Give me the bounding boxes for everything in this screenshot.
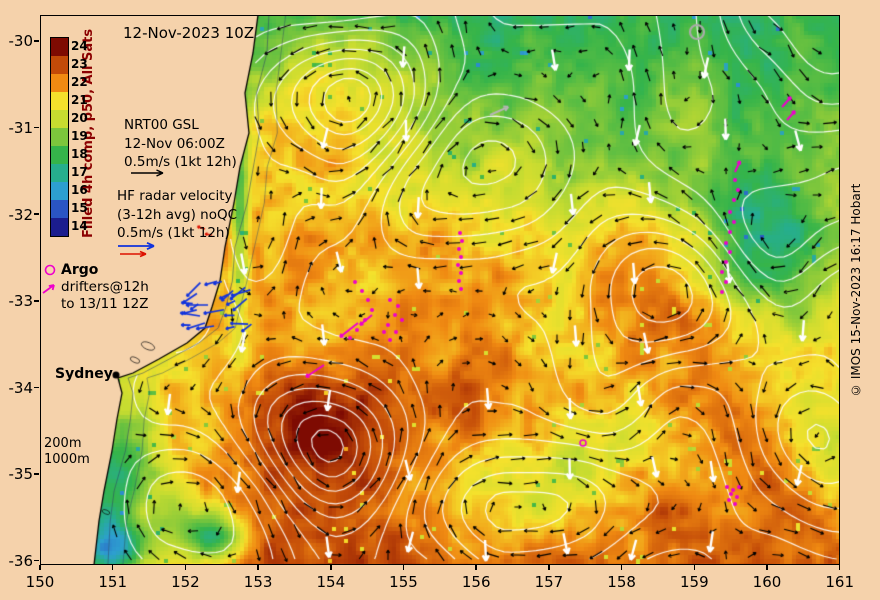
x-tick-label: 160 [752, 573, 782, 591]
y-tick-label: -31 [8, 119, 34, 138]
y-tick-mark [34, 559, 39, 562]
x-tick-label: 151 [98, 573, 128, 591]
x-tick-label: 156 [461, 573, 491, 591]
argo-marker-icon [44, 264, 56, 276]
x-tick-mark [111, 565, 114, 570]
colorbar-tick-label: 24 [71, 39, 88, 53]
y-tick-mark [34, 300, 39, 302]
x-tick-mark [548, 565, 550, 570]
argo-legend-label: Argo [61, 262, 99, 278]
depth-contour-label-200m: 200m [44, 436, 82, 451]
hf-radar-red-arrow-icon [120, 250, 147, 258]
y-tick-label: -32 [8, 205, 34, 224]
colorbar [50, 37, 69, 237]
hf-legend-line1: HF radar velocity [117, 188, 233, 204]
x-tick-label: 161 [825, 573, 855, 591]
hf-radar-blue-arrow-icon [118, 241, 155, 251]
colorbar-band [51, 218, 68, 236]
x-tick-mark [184, 565, 187, 570]
y-tick-label: -30 [8, 32, 34, 51]
gsl-legend-line3: 0.5m/s (1kt 12h) [124, 154, 237, 171]
x-tick-mark [330, 565, 332, 570]
colorbar-tick-label: 15 [71, 201, 88, 215]
x-tick-mark [39, 565, 41, 570]
x-tick-mark [475, 565, 477, 570]
x-tick-label: 153 [243, 573, 273, 591]
colorbar-tick-label: 16 [71, 183, 88, 197]
colorbar-tick-label: 20 [71, 111, 88, 125]
colorbar-band [51, 200, 68, 218]
x-tick-mark [838, 565, 841, 570]
colorbar-band [51, 56, 68, 74]
gsl-reference-arrow-icon [131, 169, 164, 177]
y-tick-mark [34, 473, 39, 475]
colorbar-band [51, 38, 68, 56]
x-tick-label: 155 [389, 573, 418, 591]
x-tick-mark [620, 565, 623, 570]
drifters-legend-line2: to 13/11 12Z [61, 296, 149, 312]
y-tick-mark [34, 386, 39, 389]
y-tick-mark [34, 126, 39, 129]
colorbar-tick-label: 22 [71, 75, 88, 89]
x-tick-label: 159 [679, 573, 709, 591]
hf-legend-line2: (3-12h avg) noQC [117, 206, 238, 223]
copyright-attribution: © IMOS 15-Nov-2023 16:17 Hobart [849, 183, 863, 397]
gsl-legend: NRT00 GSL 12-Nov 06:00Z 0.5m/s (1kt 12h) [124, 117, 237, 174]
sst-map-canvas [40, 15, 840, 565]
y-tick-mark [34, 40, 39, 42]
colorbar-tick-label: 14 [71, 219, 88, 233]
city-label-sydney: Sydney [55, 366, 113, 382]
y-tick-label: -34 [8, 378, 34, 397]
hf-legend-line3: 0.5m/s (1kt 12h) [117, 225, 230, 242]
x-tick-label: 158 [607, 573, 636, 591]
x-tick-mark [257, 565, 259, 570]
colorbar-band [51, 146, 68, 164]
y-tick-label: -33 [8, 292, 34, 311]
gsl-legend-line1: NRT00 GSL [124, 117, 199, 133]
colorbar-tick-label: 21 [71, 93, 88, 107]
colorbar-tick-label: 23 [71, 57, 88, 71]
y-tick-mark [34, 213, 39, 215]
x-tick-mark [693, 565, 696, 570]
x-tick-label: 154 [316, 573, 346, 591]
drifters-legend-line1: drifters@12h [61, 279, 149, 295]
colorbar-band [51, 128, 68, 146]
colorbar-band [51, 74, 68, 92]
y-tick-label: -35 [8, 465, 34, 484]
colorbar-tick-label: 19 [71, 129, 88, 143]
x-tick-label: 150 [25, 573, 55, 591]
x-tick-mark [766, 565, 768, 570]
colorbar-band [51, 92, 68, 110]
colorbar-band [51, 110, 68, 128]
colorbar-band [51, 182, 68, 200]
gsl-legend-line2: 12-Nov 06:00Z [124, 135, 225, 152]
map-date-label: 12-Nov-2023 10Z [123, 24, 255, 42]
colorbar-tick-label: 18 [71, 147, 88, 161]
colorbar-band [51, 164, 68, 182]
drifter-arrow-icon [42, 284, 55, 294]
y-tick-label: -36 [8, 552, 34, 571]
x-tick-label: 152 [171, 573, 200, 591]
x-tick-label: 157 [534, 573, 564, 591]
hf-radar-legend: HF radar velocity (3-12h avg) noQC 0.5m/… [117, 188, 238, 245]
colorbar-tick-label: 17 [71, 165, 88, 179]
x-tick-mark [402, 565, 405, 570]
depth-contour-label-1000m: 1000m [44, 452, 90, 467]
